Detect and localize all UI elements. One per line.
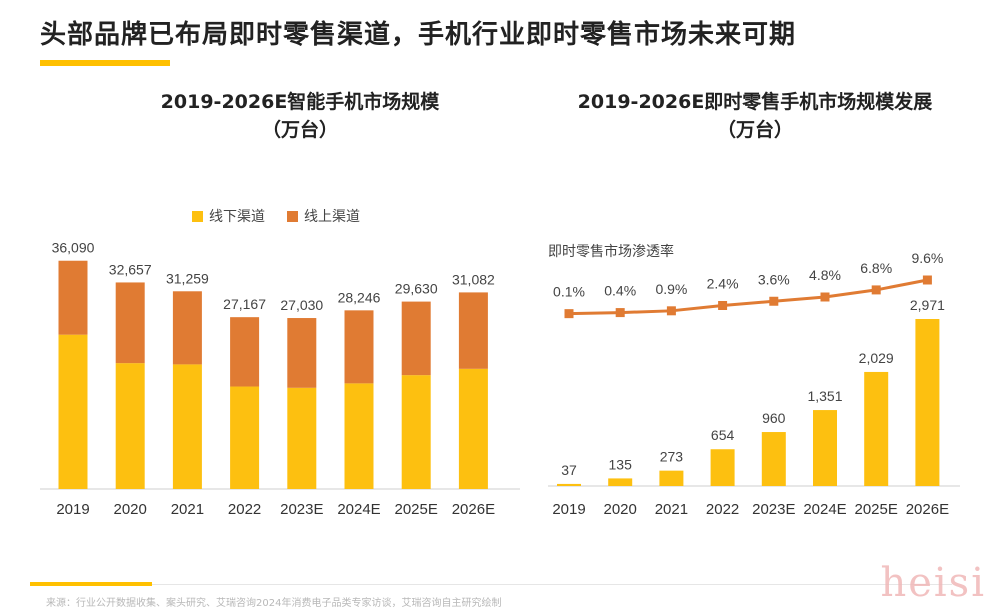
total-label-2022: 27,167 — [223, 296, 266, 312]
penetration-marker-2023E — [769, 296, 779, 306]
penetration-label-2024E: 4.8% — [809, 267, 841, 283]
penetration-marker-2026E — [922, 275, 932, 285]
left-chart-title: 2019-2026E智能手机市场规模 （万台） — [40, 88, 560, 144]
bar-offline-2024E — [344, 383, 374, 489]
penetration-marker-2021 — [666, 306, 676, 316]
legend-item-online: 线上渠道 — [287, 206, 360, 226]
bar-instant-2019 — [557, 483, 581, 486]
x-tick-left-2026E: 2026E — [452, 501, 495, 518]
bar-offline-2026E — [458, 368, 488, 489]
bar-instant-2025E — [864, 371, 889, 486]
left-chart-title-line2: （万台） — [261, 119, 338, 141]
total-label-2020: 32,657 — [109, 261, 152, 277]
penetration-marker-2024E — [820, 292, 830, 302]
total-label-2024E: 28,246 — [338, 289, 381, 305]
x-tick-right-2019: 2019 — [552, 501, 585, 518]
footer-divider — [152, 584, 952, 585]
legend-label-offline: 线下渠道 — [209, 209, 265, 225]
bar-online-2026E — [458, 292, 488, 369]
penetration-marker-2025E — [871, 285, 881, 295]
left-chart-legend: 线下渠道 线上渠道 — [192, 206, 360, 226]
x-tick-right-2025E: 2025E — [855, 501, 898, 518]
x-tick-right-2026E: 2026E — [906, 501, 949, 518]
penetration-marker-2019 — [564, 309, 574, 319]
penetration-label-2019: 0.1% — [553, 284, 585, 300]
penetration-label-2023E: 3.6% — [758, 271, 790, 287]
bar-offline-2019 — [58, 334, 88, 489]
penetration-label-2020: 0.4% — [604, 283, 636, 299]
penetration-line — [568, 278, 928, 316]
total-label-2021: 31,259 — [166, 270, 209, 286]
legend-label-online: 线上渠道 — [304, 209, 360, 225]
x-tick-left-2024E: 2024E — [337, 501, 380, 518]
headline-accent-bar — [40, 60, 170, 66]
x-tick-left-2019: 2019 — [56, 501, 89, 518]
total-label-2025E: 29,630 — [395, 281, 438, 297]
x-tick-right-2023E: 2023E — [752, 501, 795, 518]
legend-swatch-online — [287, 210, 298, 222]
bar-instant-2023E — [761, 432, 786, 486]
bar-online-2022 — [230, 317, 260, 387]
bar-online-2019 — [58, 260, 88, 335]
footer-accent-bar — [30, 582, 152, 586]
source-note: 来源：行业公开数据收集、案头研究、艾瑞咨询2024年消费电子品类专家访谈，艾瑞咨… — [46, 598, 502, 609]
bar-instant-2021 — [659, 470, 684, 486]
penetration-marker-2022 — [718, 301, 728, 310]
legend-item-offline: 线下渠道 — [192, 206, 265, 226]
left-chart-title-line1: 2019-2026E智能手机市场规模 — [160, 91, 440, 113]
bar-online-2020 — [115, 282, 145, 364]
x-tick-left-2025E: 2025E — [395, 501, 438, 518]
bar-offline-2020 — [115, 363, 145, 489]
total-label-2026E: 31,082 — [452, 271, 495, 287]
x-tick-right-2021: 2021 — [655, 501, 688, 518]
bar-offline-2025E — [401, 375, 431, 489]
penetration-label-2026E: 9.6% — [911, 250, 943, 266]
bar-label-instant-2025E: 2,029 — [859, 350, 894, 366]
total-label-2023E: 27,030 — [280, 297, 323, 313]
bar-label-instant-2022: 654 — [711, 427, 735, 443]
bar-instant-2022 — [710, 449, 735, 486]
x-tick-right-2020: 2020 — [604, 501, 637, 518]
watermark: heisi — [880, 560, 986, 606]
x-tick-left-2023E: 2023E — [280, 501, 323, 518]
bar-label-instant-2021: 273 — [660, 449, 684, 465]
right-chart-title-line1: 2019-2026E即时零售手机市场规模发展 — [577, 91, 933, 113]
bar-label-instant-2019: 37 — [561, 462, 577, 478]
penetration-marker-2020 — [615, 308, 625, 318]
total-label-2019: 36,090 — [52, 240, 95, 256]
bar-instant-2024E — [813, 410, 837, 486]
bar-label-instant-2020: 135 — [609, 456, 633, 472]
penetration-label-2022: 2.4% — [707, 276, 739, 292]
bar-offline-2023E — [287, 387, 317, 489]
bar-online-2023E — [287, 318, 317, 388]
right-chart-title: 2019-2026E即时零售手机市场规模发展 （万台） — [530, 88, 980, 144]
bar-label-instant-2026E: 2,971 — [910, 297, 945, 313]
bar-offline-2022 — [230, 386, 260, 489]
right-chart-title-line2: （万台） — [716, 119, 793, 141]
penetration-rate-label: 即时零售市场渗透率 — [548, 244, 674, 260]
bar-online-2025E — [401, 301, 431, 376]
penetration-label-2021: 0.9% — [655, 281, 687, 297]
page-headline: 头部品牌已布局即时零售渠道，手机行业即时零售市场未来可期 — [40, 20, 797, 50]
x-tick-left-2021: 2021 — [171, 501, 204, 518]
penetration-label-2025E: 6.8% — [860, 260, 892, 276]
bar-offline-2021 — [172, 364, 202, 489]
bar-label-instant-2024E: 1,351 — [807, 388, 842, 404]
x-tick-right-2022: 2022 — [706, 501, 739, 518]
x-tick-right-2024E: 2024E — [803, 501, 846, 518]
bar-online-2024E — [344, 310, 374, 384]
bar-label-instant-2023E: 960 — [762, 410, 786, 426]
legend-swatch-offline — [192, 210, 203, 222]
bar-instant-2020 — [608, 478, 633, 486]
bar-online-2021 — [172, 291, 202, 365]
bar-instant-2026E — [915, 319, 940, 486]
x-tick-left-2022: 2022 — [228, 501, 261, 518]
x-tick-left-2020: 2020 — [114, 501, 147, 518]
